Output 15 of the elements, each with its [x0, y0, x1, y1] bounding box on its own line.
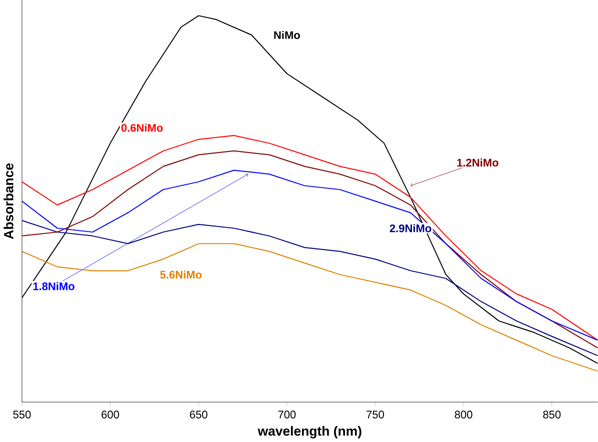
x-tick-label: 850 [543, 410, 561, 418]
series-label: NiMo [274, 30, 300, 39]
x-tick-label: 550 [13, 410, 31, 418]
x-tick-label: 700 [278, 410, 296, 418]
series-label: 5.6NiMo [160, 270, 202, 279]
x-tick-label: 600 [102, 410, 120, 418]
x-axis-title: wavelength (nm) [258, 426, 362, 438]
text: 1.8NiMo [33, 282, 74, 290]
text: 1.2NiMo [457, 158, 498, 167]
series-label: 0.6NiMo [121, 124, 163, 132]
y-axis-title: Absorbance [4, 163, 14, 239]
text: 2.9NiMo [390, 224, 432, 232]
x-tick-label: 800 [454, 410, 472, 418]
x-tick-label: 750 [366, 410, 384, 418]
x-tick-label: 650 [190, 410, 208, 418]
